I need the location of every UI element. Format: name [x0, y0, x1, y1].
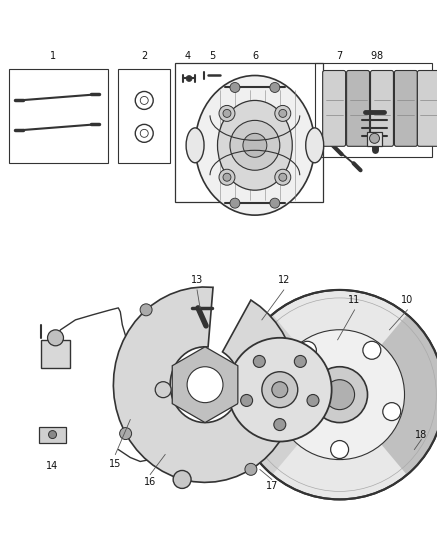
Bar: [367, 132, 382, 147]
Ellipse shape: [218, 100, 292, 190]
Bar: [9, 69, 108, 163]
Polygon shape: [39, 426, 67, 442]
Text: 7: 7: [336, 51, 343, 61]
Circle shape: [223, 109, 231, 117]
Circle shape: [120, 427, 131, 440]
Circle shape: [243, 133, 267, 157]
Circle shape: [275, 169, 291, 185]
Bar: [118, 69, 170, 163]
Bar: [314, 62, 432, 157]
Bar: [175, 62, 323, 202]
Circle shape: [274, 418, 286, 431]
Text: 12: 12: [278, 275, 290, 285]
Circle shape: [230, 198, 240, 208]
Ellipse shape: [306, 128, 324, 163]
Text: 8: 8: [376, 51, 382, 61]
Circle shape: [279, 173, 287, 181]
Circle shape: [173, 471, 191, 488]
Circle shape: [370, 133, 379, 143]
Circle shape: [272, 382, 288, 398]
Wedge shape: [235, 314, 339, 475]
Polygon shape: [172, 347, 238, 423]
Circle shape: [240, 394, 253, 407]
Circle shape: [279, 109, 287, 117]
Circle shape: [49, 431, 57, 439]
Polygon shape: [113, 287, 297, 482]
Circle shape: [270, 198, 280, 208]
Circle shape: [140, 304, 152, 316]
Circle shape: [279, 402, 297, 421]
Circle shape: [245, 463, 257, 475]
Text: 5: 5: [209, 51, 215, 61]
Text: 2: 2: [141, 51, 147, 61]
Ellipse shape: [186, 128, 204, 163]
Text: 17: 17: [265, 481, 278, 491]
Circle shape: [235, 290, 438, 499]
Text: 14: 14: [46, 462, 59, 472]
Text: 15: 15: [109, 459, 121, 470]
Circle shape: [219, 169, 235, 185]
Circle shape: [325, 379, 355, 410]
Text: 18: 18: [415, 430, 427, 440]
Circle shape: [48, 330, 64, 346]
Circle shape: [312, 367, 367, 423]
Text: 6: 6: [253, 51, 259, 61]
FancyBboxPatch shape: [323, 70, 346, 147]
Ellipse shape: [195, 76, 314, 215]
Text: 9: 9: [371, 51, 377, 61]
Bar: [41, 340, 71, 368]
FancyBboxPatch shape: [371, 70, 393, 147]
Circle shape: [270, 83, 280, 92]
Circle shape: [262, 372, 298, 408]
Circle shape: [383, 402, 401, 421]
Circle shape: [275, 106, 291, 122]
Text: 1: 1: [49, 51, 56, 61]
Wedge shape: [339, 314, 438, 475]
Text: 13: 13: [191, 275, 203, 285]
Circle shape: [275, 330, 405, 459]
Text: 10: 10: [401, 295, 413, 305]
Circle shape: [219, 106, 235, 122]
Circle shape: [298, 341, 316, 359]
Circle shape: [228, 338, 332, 441]
Circle shape: [230, 120, 280, 170]
Circle shape: [187, 367, 223, 402]
Circle shape: [307, 394, 319, 407]
Circle shape: [230, 83, 240, 92]
FancyBboxPatch shape: [395, 70, 417, 147]
FancyBboxPatch shape: [346, 70, 370, 147]
Text: 16: 16: [144, 478, 156, 488]
Circle shape: [331, 441, 349, 458]
Circle shape: [253, 356, 265, 367]
Circle shape: [186, 76, 192, 82]
Circle shape: [223, 173, 231, 181]
FancyBboxPatch shape: [417, 70, 438, 147]
Circle shape: [363, 341, 381, 359]
Circle shape: [155, 382, 171, 398]
Text: 4: 4: [185, 51, 191, 61]
Circle shape: [294, 356, 306, 367]
Text: 11: 11: [349, 295, 361, 305]
